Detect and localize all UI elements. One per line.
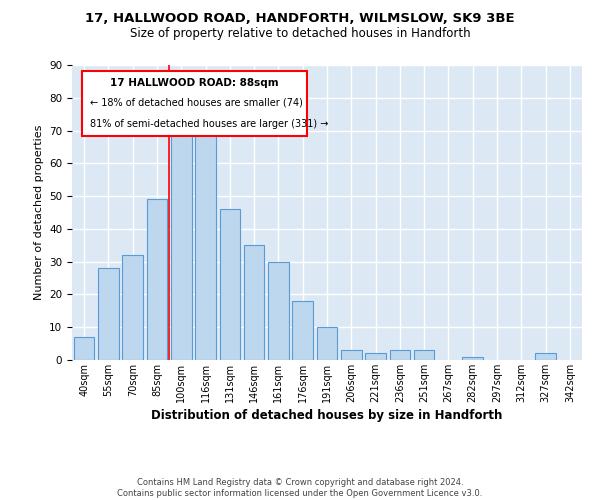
Bar bbox=[98, 268, 119, 360]
Bar bbox=[146, 200, 167, 360]
Bar bbox=[74, 337, 94, 360]
Bar bbox=[341, 350, 362, 360]
Bar bbox=[389, 350, 410, 360]
Bar bbox=[463, 356, 483, 360]
Text: ← 18% of detached houses are smaller (74): ← 18% of detached houses are smaller (74… bbox=[90, 97, 303, 107]
Bar bbox=[535, 354, 556, 360]
X-axis label: Distribution of detached houses by size in Handforth: Distribution of detached houses by size … bbox=[151, 409, 503, 422]
Y-axis label: Number of detached properties: Number of detached properties bbox=[34, 125, 44, 300]
Text: Contains HM Land Registry data © Crown copyright and database right 2024.
Contai: Contains HM Land Registry data © Crown c… bbox=[118, 478, 482, 498]
Bar bbox=[414, 350, 434, 360]
FancyBboxPatch shape bbox=[82, 71, 307, 136]
Bar bbox=[317, 327, 337, 360]
Bar bbox=[365, 354, 386, 360]
Text: 17, HALLWOOD ROAD, HANDFORTH, WILMSLOW, SK9 3BE: 17, HALLWOOD ROAD, HANDFORTH, WILMSLOW, … bbox=[85, 12, 515, 26]
Bar bbox=[220, 209, 240, 360]
Bar bbox=[244, 246, 265, 360]
Text: Size of property relative to detached houses in Handforth: Size of property relative to detached ho… bbox=[130, 28, 470, 40]
Bar bbox=[195, 130, 216, 360]
Bar bbox=[268, 262, 289, 360]
Text: 81% of semi-detached houses are larger (331) →: 81% of semi-detached houses are larger (… bbox=[90, 119, 328, 129]
Bar bbox=[122, 255, 143, 360]
Bar bbox=[292, 301, 313, 360]
Text: 17 HALLWOOD ROAD: 88sqm: 17 HALLWOOD ROAD: 88sqm bbox=[110, 78, 279, 88]
Bar bbox=[171, 120, 191, 360]
